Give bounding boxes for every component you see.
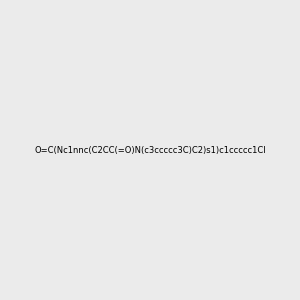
- Text: O=C(Nc1nnc(C2CC(=O)N(c3ccccc3C)C2)s1)c1ccccc1Cl: O=C(Nc1nnc(C2CC(=O)N(c3ccccc3C)C2)s1)c1c…: [34, 146, 266, 154]
